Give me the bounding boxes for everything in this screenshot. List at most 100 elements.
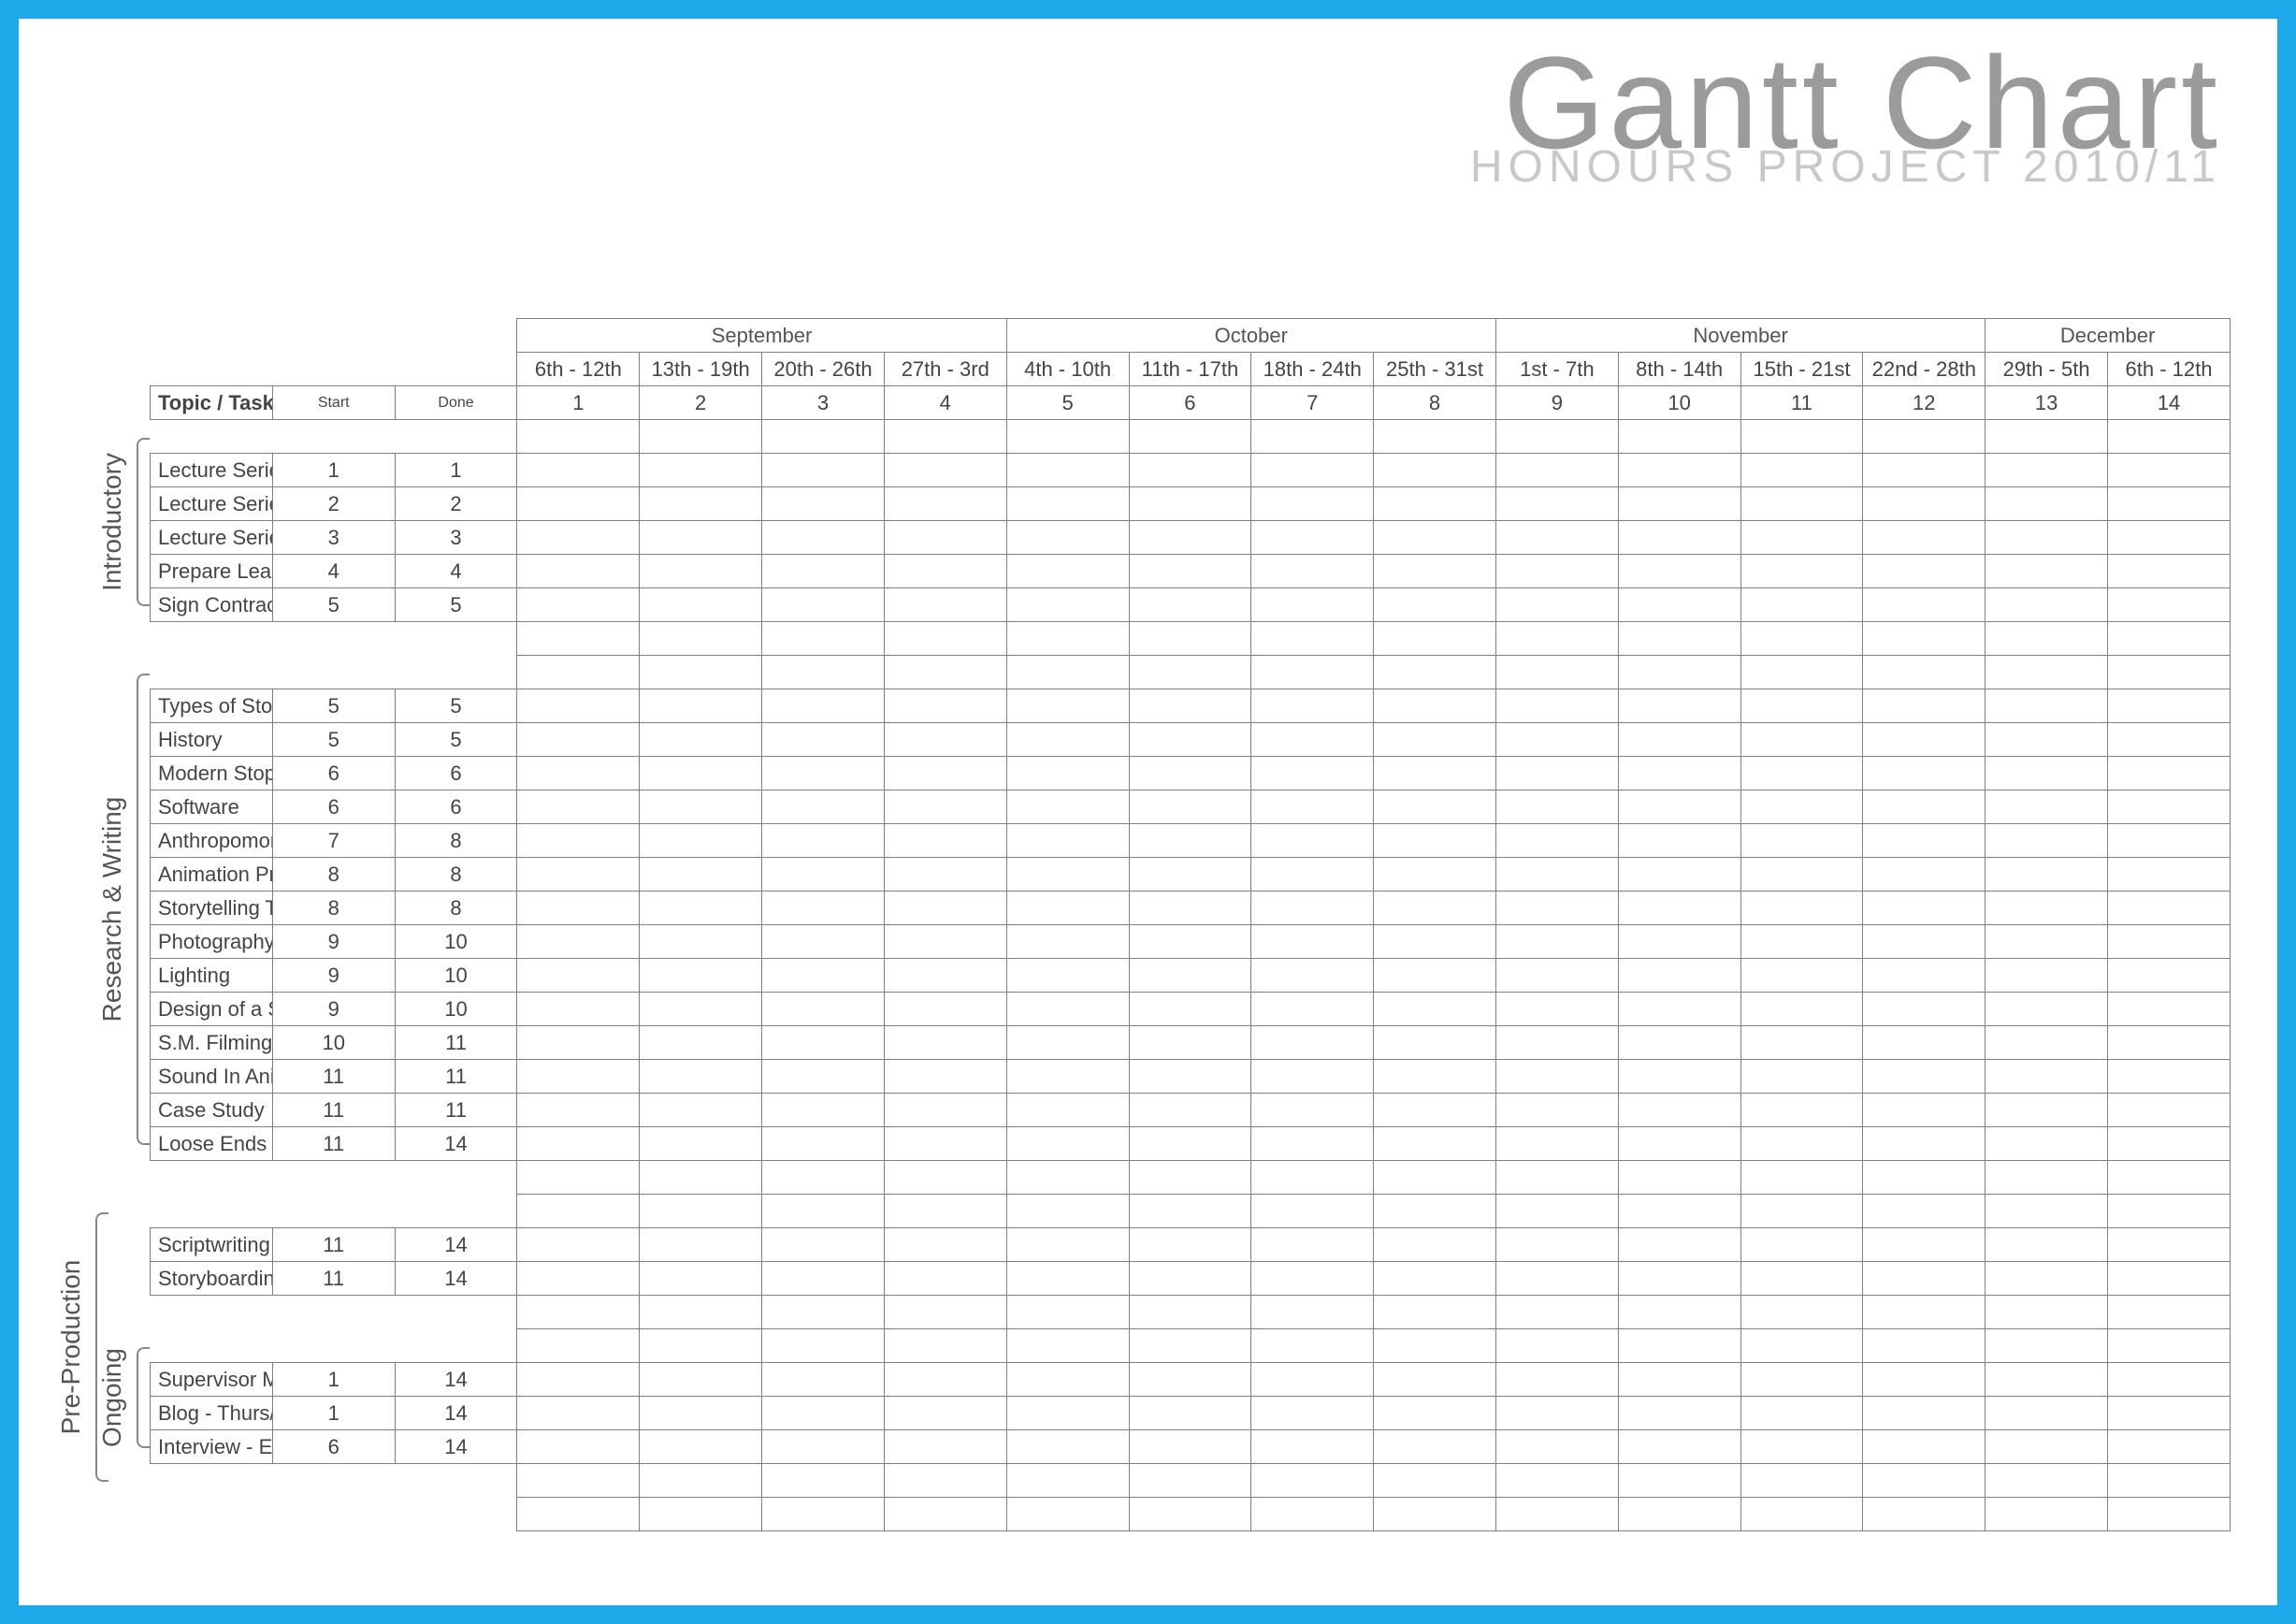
week-number-header: 4 — [884, 386, 1006, 420]
gantt-bar-cell — [1618, 1026, 1740, 1060]
gantt-bar-cell — [640, 487, 762, 521]
gantt-bar-cell — [1495, 1363, 1618, 1397]
task-name: Modern Stop Motion — [151, 757, 273, 790]
task-name: Storyboarding — [151, 1262, 273, 1296]
gantt-bar-cell — [2108, 1397, 2231, 1430]
task-start: 6 — [272, 757, 395, 790]
task-start: 8 — [272, 858, 395, 892]
title-block: Gantt Chart HONOURS PROJECT 2010/11 — [1470, 47, 2221, 187]
gantt-bar-cell — [1740, 1094, 1863, 1127]
task-name: Anthropomorphism — [151, 824, 273, 858]
week-number-header: 5 — [1006, 386, 1129, 420]
task-name: S.M. Filming Process & Techniques — [151, 1026, 273, 1060]
task-done: 11 — [395, 1026, 517, 1060]
gantt-bar-cell — [1006, 1363, 1129, 1397]
gantt-bar-cell — [1863, 1397, 1986, 1430]
month-header: October — [1006, 319, 1495, 353]
gantt-bar-cell — [1740, 1363, 1863, 1397]
week-number-header: 1 — [517, 386, 640, 420]
task-name: Lecture Series - 1 — [151, 454, 273, 487]
week-number-header: 10 — [1618, 386, 1740, 420]
gantt-bar-cell — [1863, 1228, 1986, 1262]
task-done: 5 — [395, 689, 517, 723]
task-start: 11 — [272, 1262, 395, 1296]
section-bracket — [137, 438, 150, 606]
gantt-bar-cell — [1251, 824, 1374, 858]
gantt-bar-cell — [1618, 959, 1740, 993]
gantt-bar-cell — [2108, 1228, 2231, 1262]
task-start: 7 — [272, 824, 395, 858]
task-name: Loose Ends — [151, 1127, 273, 1161]
gantt-bar-cell — [1251, 1397, 1374, 1430]
gantt-bar-cell — [1495, 1430, 1618, 1464]
week-date-range: 8th - 14th — [1618, 353, 1740, 386]
gantt-bar-cell — [1006, 588, 1129, 622]
gantt-bar-cell — [1740, 1262, 1863, 1296]
task-done: 10 — [395, 993, 517, 1026]
task-name: Scriptwriting — [151, 1228, 273, 1262]
task-start: 11 — [272, 1127, 395, 1161]
gantt-bar-cell — [1374, 1397, 1496, 1430]
task-row: Lecture Series - 111 — [151, 454, 2231, 487]
gantt-bar-cell — [1129, 790, 1251, 824]
gantt-bar-cell — [1618, 993, 1740, 1026]
task-done: 14 — [395, 1127, 517, 1161]
task-start: 1 — [272, 1363, 395, 1397]
task-done: 6 — [395, 790, 517, 824]
gantt-bar-cell — [1740, 1228, 1863, 1262]
week-number-header: 8 — [1374, 386, 1496, 420]
gantt-bar-cell — [884, 1397, 1006, 1430]
gantt-bar-cell — [1986, 1127, 2108, 1161]
section-label: Research & Writing — [97, 797, 127, 1022]
task-start: 11 — [272, 1228, 395, 1262]
gantt-bar-cell — [2108, 1363, 2231, 1397]
gantt-bar-cell — [1986, 1397, 2108, 1430]
task-row: Loose Ends1114 — [151, 1127, 2231, 1161]
task-done: 11 — [395, 1060, 517, 1094]
week-date-range: 20th - 26th — [762, 353, 885, 386]
task-row: Storytelling Techniques88 — [151, 892, 2231, 925]
week-number-header: 13 — [1986, 386, 2108, 420]
gantt-bar-cell — [1006, 723, 1129, 757]
gantt-table: SeptemberOctoberNovemberDecember6th - 12… — [150, 318, 2231, 1531]
gantt-bar-cell — [1374, 1363, 1496, 1397]
task-row: Lecture Series - 333 — [151, 521, 2231, 555]
task-row: Modern Stop Motion66 — [151, 757, 2231, 790]
week-date-range: 25th - 31st — [1374, 353, 1496, 386]
week-date-range: 6th - 12th — [2108, 353, 2231, 386]
task-start: 2 — [272, 487, 395, 521]
section-labels: IntroductoryResearch & WritingPre-Produc… — [47, 318, 150, 1531]
gantt-bar-cell — [1740, 1060, 1863, 1094]
task-done: 8 — [395, 892, 517, 925]
week-date-range: 1st - 7th — [1495, 353, 1618, 386]
task-name: Animation Principles — [151, 858, 273, 892]
task-done: 10 — [395, 959, 517, 993]
task-start: 1 — [272, 454, 395, 487]
task-done: 5 — [395, 588, 517, 622]
task-name: Photography — [151, 925, 273, 959]
week-date-range: 11th - 17th — [1129, 353, 1251, 386]
task-row: Sign Contract55 — [151, 588, 2231, 622]
task-row: Blog - Thurs/Sun114 — [151, 1397, 2231, 1430]
month-header: September — [517, 319, 1006, 353]
task-done: 8 — [395, 858, 517, 892]
gantt-bar-cell — [1251, 1430, 1374, 1464]
gantt-bar-cell — [1986, 1363, 2108, 1397]
task-name: Blog - Thurs/Sun — [151, 1397, 273, 1430]
task-row: Supervisor Meeting - Thurs114 — [151, 1363, 2231, 1397]
gantt-bar-cell — [1618, 925, 1740, 959]
task-start: 6 — [272, 790, 395, 824]
gantt-bar-cell — [1863, 1363, 1986, 1397]
task-done: 2 — [395, 487, 517, 521]
week-date-range: 22nd - 28th — [1863, 353, 1986, 386]
gantt-bar-cell — [762, 1363, 885, 1397]
task-start: 9 — [272, 959, 395, 993]
section-label: Pre-Production — [56, 1260, 86, 1435]
task-name: Supervisor Meeting - Thurs — [151, 1363, 273, 1397]
gantt-bar-cell — [1006, 1397, 1129, 1430]
task-row: Photography910 — [151, 925, 2231, 959]
task-start: 5 — [272, 689, 395, 723]
week-number-header: 2 — [640, 386, 762, 420]
week-date-range: 18th - 24th — [1251, 353, 1374, 386]
task-name: Sound In Animation — [151, 1060, 273, 1094]
